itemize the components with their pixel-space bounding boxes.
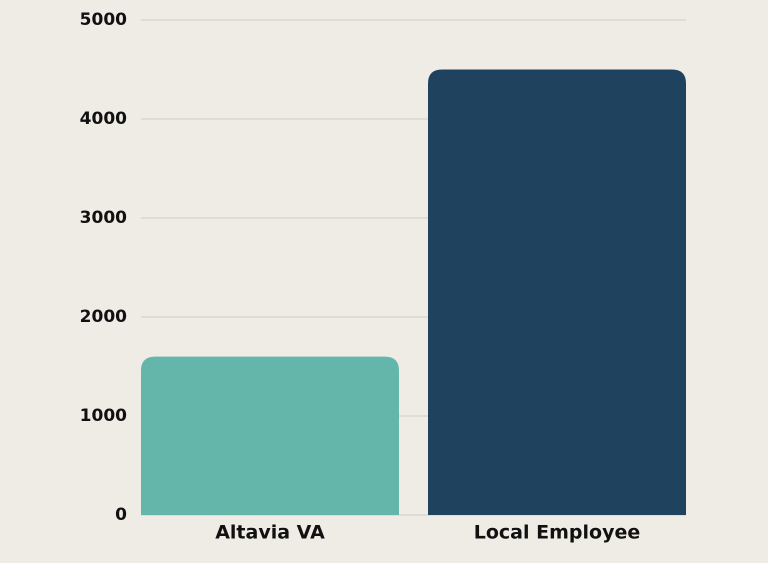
- y-tick-label: 5000: [80, 10, 127, 30]
- y-tick-label: 3000: [80, 208, 127, 228]
- y-tick-label: 2000: [80, 307, 127, 327]
- bar: [141, 356, 399, 515]
- y-tick-label: 0: [115, 505, 127, 525]
- x-tick-label: Altavia VA: [215, 522, 325, 544]
- bar: [428, 69, 686, 515]
- x-tick-label: Local Employee: [474, 522, 640, 544]
- y-tick-label: 1000: [80, 406, 127, 426]
- y-tick-label: 4000: [80, 109, 127, 129]
